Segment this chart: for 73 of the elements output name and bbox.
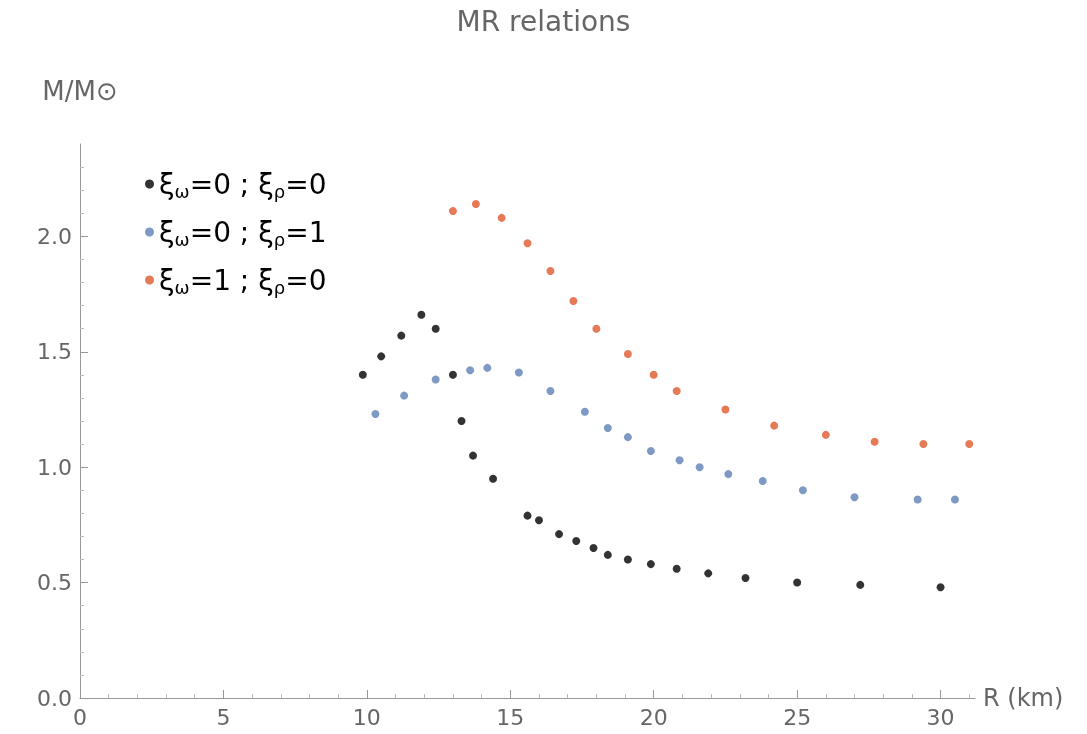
point [417, 310, 426, 319]
point [358, 370, 367, 379]
point [483, 363, 492, 372]
point [457, 417, 466, 425]
point [471, 200, 480, 209]
point [569, 296, 578, 305]
x-tick-label: 20 [639, 704, 668, 730]
point [534, 516, 543, 525]
point [523, 239, 532, 248]
point [758, 477, 767, 486]
point [721, 405, 730, 414]
x-tick-label: 0 [73, 704, 87, 730]
point [592, 324, 601, 333]
point [950, 495, 959, 504]
point [672, 386, 681, 395]
y-tick-label: 2.0 [37, 223, 72, 249]
point [514, 368, 523, 377]
point [572, 537, 581, 546]
point [672, 564, 681, 573]
x-tick-label: 30 [926, 704, 955, 730]
point [400, 391, 409, 400]
point [497, 213, 506, 222]
point [397, 331, 406, 340]
point [589, 543, 598, 552]
point [448, 206, 457, 215]
point [675, 456, 684, 465]
x-tick-label: 5 [216, 704, 231, 730]
point [646, 447, 655, 456]
y-tick-label: 1.0 [37, 454, 72, 480]
point [546, 266, 555, 275]
point [870, 437, 879, 446]
point [377, 352, 386, 361]
point [623, 350, 632, 359]
point [704, 569, 713, 578]
y-tick-label: 0.5 [37, 570, 72, 596]
y-axis-title: M/M⊙ [42, 76, 118, 106]
point [623, 433, 632, 442]
point [919, 440, 928, 449]
point [646, 560, 655, 569]
point [965, 440, 974, 449]
x-tick-label: 10 [352, 704, 381, 730]
point [371, 410, 380, 419]
y-tick-label: 0.0 [37, 685, 72, 711]
point [850, 493, 859, 502]
point [603, 550, 612, 559]
chart-title: MR relations [456, 4, 631, 38]
point [546, 386, 555, 395]
point [793, 578, 802, 587]
point [431, 375, 440, 384]
point [555, 530, 564, 539]
point [623, 555, 632, 564]
x-axis-title: R (km) [983, 684, 1064, 712]
point [821, 430, 830, 439]
point [580, 407, 589, 416]
point [466, 366, 475, 375]
point [724, 470, 733, 479]
point [448, 370, 457, 379]
point [798, 486, 807, 495]
y-tick-label: 1.5 [37, 339, 72, 365]
x-tick-label: 15 [496, 704, 525, 730]
point [856, 580, 865, 589]
point [489, 474, 498, 483]
point [741, 573, 750, 582]
point [603, 423, 612, 432]
point [431, 324, 440, 333]
point [649, 370, 658, 379]
point [770, 421, 779, 430]
point [523, 511, 532, 520]
point [936, 583, 945, 592]
point [469, 451, 477, 460]
point [695, 463, 704, 472]
x-tick-label: 25 [783, 704, 812, 730]
point [913, 495, 922, 504]
